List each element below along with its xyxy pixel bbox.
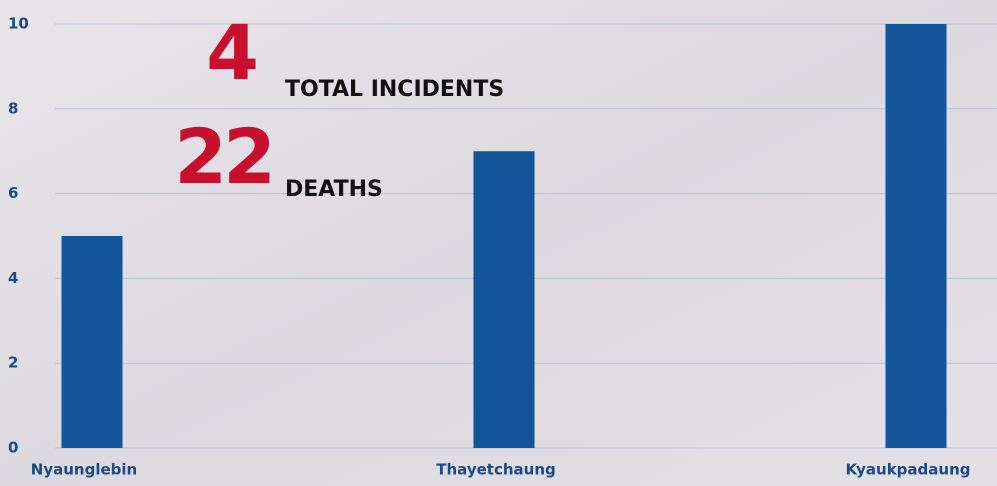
bar bbox=[62, 236, 123, 448]
x-tick-label: Kyaukpadaung bbox=[845, 461, 970, 479]
y-tick-label: 2 bbox=[8, 354, 18, 372]
x-tick-label: Nyaunglebin bbox=[31, 461, 137, 479]
y-tick-label: 8 bbox=[8, 99, 18, 117]
y-tick-label: 6 bbox=[8, 184, 18, 202]
highlight-label: TOTAL INCIDENTS bbox=[285, 77, 504, 102]
y-tick-label: 0 bbox=[8, 439, 18, 457]
highlight-number: 4 bbox=[206, 8, 256, 97]
bar bbox=[474, 151, 535, 448]
x-tick-label: Thayetchaung bbox=[436, 461, 555, 479]
bar bbox=[886, 24, 947, 448]
y-tick-label: 4 bbox=[8, 269, 18, 287]
highlight-number: 22 bbox=[174, 112, 272, 201]
highlight-label: DEATHS bbox=[285, 177, 383, 202]
chart: 0 2 4 6 8 10 Nyaunglebin Thayetchaung Kyaukpadau… bbox=[0, 0, 997, 486]
y-tick-label: 10 bbox=[8, 15, 29, 33]
